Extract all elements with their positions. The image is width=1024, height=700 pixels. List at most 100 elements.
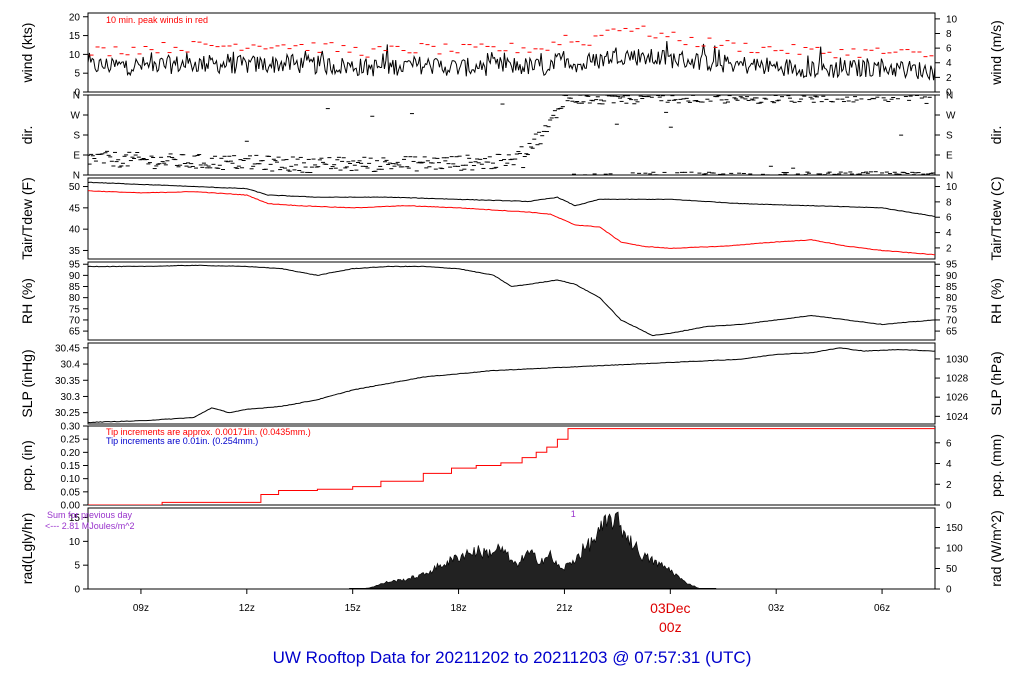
- y-tick-label-left: N: [73, 171, 80, 182]
- panel-slp: 30.25 30.3 30.35 30.4 30.45 1024 1026 1028 1030 S…: [19, 342, 1004, 425]
- y-tick-label-left: 30.3: [61, 392, 81, 403]
- series-pcp: [88, 428, 935, 505]
- y-tick-label-left: 0.15: [61, 461, 81, 472]
- y-axis-label-left: wind (kts): [19, 23, 35, 84]
- y-tick-label-right: 4: [946, 459, 952, 470]
- series-Tair: [88, 181, 935, 217]
- y-tick-label-right: 50: [946, 564, 958, 575]
- x-tick-label: 09z: [133, 603, 149, 614]
- y-tick-label-left: 0: [74, 88, 80, 99]
- y-tick-label-right: 2: [946, 73, 952, 84]
- series-wind: [88, 41, 935, 81]
- y-tick-label-right: 8: [946, 197, 952, 208]
- y-tick-label-right: 0: [946, 88, 952, 99]
- series-RH: [88, 264, 935, 337]
- y-tick-label-left: 5: [74, 561, 80, 572]
- y-tick-label-right: 6: [946, 438, 952, 449]
- y-tick-label-right: N: [946, 91, 953, 102]
- panel-frame: [87, 342, 936, 425]
- y-axis-label-right: rad (W/m^2): [988, 510, 1004, 587]
- y-tick-label-left: 30.35: [55, 376, 80, 387]
- panel-frame: [87, 177, 936, 260]
- y-tick-label-left: 0.30: [61, 422, 81, 433]
- panel-frame: [87, 94, 936, 176]
- y-tick-label-right: 70: [946, 315, 958, 326]
- y-axis-label-right: Tair/Tdew (C): [988, 176, 1004, 260]
- y-tick-label-left: 30.25: [55, 408, 80, 419]
- y-tick-label-left: 80: [69, 293, 81, 304]
- x-tick-label: 21z: [556, 603, 572, 614]
- y-tick-label-left: 20: [69, 12, 81, 23]
- y-tick-label-right: 1024: [946, 412, 969, 423]
- y-tick-label-right: 0: [946, 501, 952, 512]
- y-axis-label-right: pcp. (mm): [988, 434, 1004, 497]
- y-tick-label-right: 8: [946, 29, 952, 40]
- y-tick-label-right: 150: [946, 523, 963, 534]
- y-tick-label-left: 30.45: [55, 343, 80, 354]
- y-tick-label-left: 0: [74, 585, 80, 596]
- y-tick-label-left: 15: [69, 31, 81, 42]
- series-rad: [359, 511, 699, 589]
- y-tick-label-left: 0.20: [61, 448, 81, 459]
- y-tick-label-left: 0.05: [61, 487, 81, 498]
- series-SLP: [88, 347, 935, 424]
- pcp-annotation-blue: Tip increments are 0.01in. (0.254mm.): [106, 436, 258, 446]
- x-tick-label: 12z: [239, 603, 255, 614]
- y-tick-label-left: 0.00: [61, 501, 81, 512]
- y-axis-label-right: dir.: [988, 126, 1004, 145]
- data-slp: [88, 347, 935, 424]
- data-dir: [88, 95, 935, 175]
- x-tick-label: 18z: [451, 603, 467, 614]
- y-tick-label-right: E: [946, 151, 953, 162]
- y-tick-label-left: E: [73, 151, 80, 162]
- y-tick-label-right: 2: [946, 243, 952, 254]
- y-tick-label-left: S: [73, 131, 80, 142]
- panel-temp: 35 40 45 50 2 4 6 8 10 Tair/Tdew (F) Tair/Tdew (C): [19, 176, 1004, 260]
- y-tick-label-right: 1030: [946, 354, 969, 365]
- y-axis-label-left: rad(Lgly/hr): [19, 513, 35, 585]
- y-tick-label-left: 50: [69, 182, 81, 193]
- y-axis-label-right: SLP (hPa): [988, 351, 1004, 415]
- y-tick-label-left: 95: [69, 260, 81, 271]
- y-tick-label-right: 95: [946, 260, 958, 271]
- y-tick-label-right: S: [946, 131, 953, 142]
- y-tick-label-left: N: [73, 91, 80, 102]
- y-tick-label-right: 1026: [946, 393, 969, 404]
- y-tick-label-left: 30.4: [61, 360, 81, 371]
- page-title: UW Rooftop Data for 20211202 to 20211203…: [272, 648, 752, 667]
- y-tick-label-right: 75: [946, 304, 958, 315]
- y-axis-label-left: RH (%): [19, 278, 35, 324]
- y-tick-label-right: 10: [946, 14, 958, 25]
- y-axis-label-left: pcp. (in): [19, 440, 35, 491]
- y-tick-label-right: 4: [946, 58, 952, 69]
- data-pcp: [88, 428, 935, 505]
- series-Tdew: [88, 190, 935, 256]
- y-tick-label-left: 10: [69, 50, 81, 61]
- panel-frame: [87, 261, 936, 341]
- y-tick-label-right: 6: [946, 213, 952, 224]
- rad-marker-label: 1: [571, 509, 576, 519]
- x-tick-label: 03z: [768, 603, 784, 614]
- y-tick-label-right: W: [946, 111, 956, 122]
- y-tick-label-left: 0.25: [61, 435, 81, 446]
- y-tick-label-left: W: [71, 111, 81, 122]
- wind-annotation: 10 min. peak winds in red: [106, 15, 208, 25]
- y-axis-label-right: RH (%): [988, 278, 1004, 324]
- data-wind: [88, 25, 935, 81]
- y-tick-label-left: 90: [69, 271, 81, 282]
- y-tick-label-right: 6: [946, 44, 952, 55]
- data-rad: [349, 511, 717, 589]
- rad-annotation-energy: <--- 2.81 MJoules/m^2: [45, 521, 135, 531]
- y-tick-label-right: 4: [946, 228, 952, 239]
- x-tick-label: 00z: [659, 619, 682, 635]
- y-tick-label-right: 2: [946, 480, 952, 491]
- y-tick-label-right: 85: [946, 282, 958, 293]
- x-date-label: 03Dec: [650, 600, 690, 616]
- y-tick-label-left: 85: [69, 282, 81, 293]
- y-tick-label-left: 75: [69, 304, 81, 315]
- y-axis-label-right: wind (m/s): [988, 20, 1004, 86]
- y-tick-label-right: 1028: [946, 374, 969, 385]
- panel-frame: [87, 12, 936, 93]
